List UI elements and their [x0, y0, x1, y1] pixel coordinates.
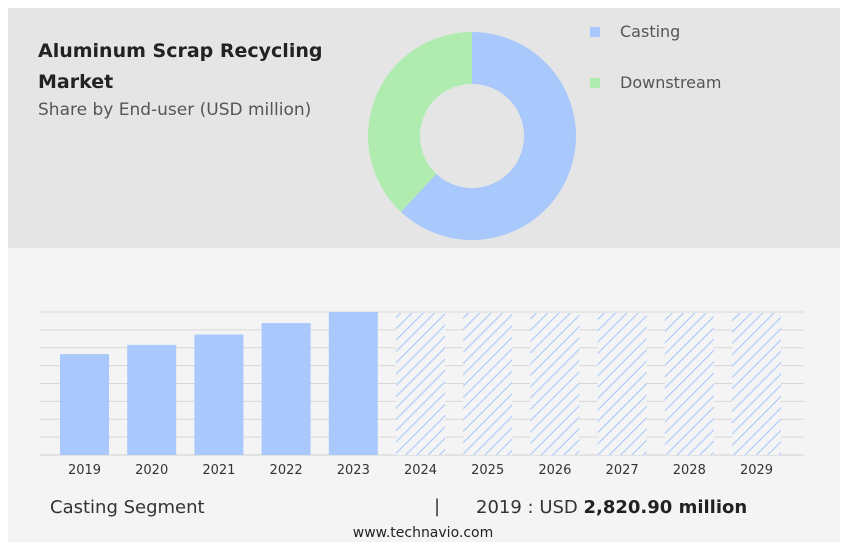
source-link[interactable]: www.technavio.com: [352, 525, 494, 541]
chart-subtitle: Share by End-user (USD million): [38, 100, 312, 120]
bar-2020: [127, 344, 177, 455]
x-tick-label: 2029: [740, 463, 773, 478]
legend-swatch-downstream: [590, 77, 600, 88]
legend-item-casting: Casting: [590, 22, 680, 41]
legend-label-downstream: Downstream: [620, 73, 722, 92]
bar-forecast-2027: [597, 313, 647, 455]
footer-year: 2019 : USD: [476, 497, 584, 518]
bar-forecast-2026: [530, 313, 580, 455]
x-tick-label: 2019: [68, 463, 101, 478]
x-tick-label: 2021: [202, 463, 235, 478]
footer-amount: 2,820.90 million: [583, 497, 748, 518]
footer-segment: Casting Segment: [50, 497, 205, 518]
legend-label-casting: Casting: [620, 22, 681, 41]
bar-forecast-2024: [396, 313, 445, 455]
x-tick-label: 2022: [270, 463, 303, 478]
x-tick-label: 2020: [135, 463, 168, 478]
bar-forecast-2025: [463, 313, 513, 455]
bar-2019: [60, 354, 109, 455]
footer-separator: |: [434, 496, 441, 517]
donut-chart: [367, 32, 576, 240]
x-tick-label: 2026: [538, 463, 571, 478]
donut-slice-casting: [400, 32, 576, 240]
bar-2023: [328, 312, 378, 455]
chart-title: Aluminum Scrap Recycling Market: [38, 40, 323, 93]
x-tick-label: 2028: [673, 463, 706, 478]
bar-forecast-2028: [664, 313, 714, 455]
bar-2022: [261, 323, 311, 455]
x-tick-label: 2024: [404, 463, 437, 478]
bar-forecast-2029: [732, 313, 781, 455]
donut-slice-downstream: [367, 32, 472, 212]
x-tick-label: 2027: [606, 463, 639, 478]
legend-item-downstream: Downstream: [590, 73, 721, 92]
footer-value: 2019 : USD 2,820.90 million: [476, 497, 747, 518]
legend-swatch-casting: [590, 26, 600, 37]
x-tick-label: 2023: [337, 463, 370, 478]
x-tick-label: 2025: [471, 463, 504, 478]
bar-2021: [194, 334, 244, 455]
